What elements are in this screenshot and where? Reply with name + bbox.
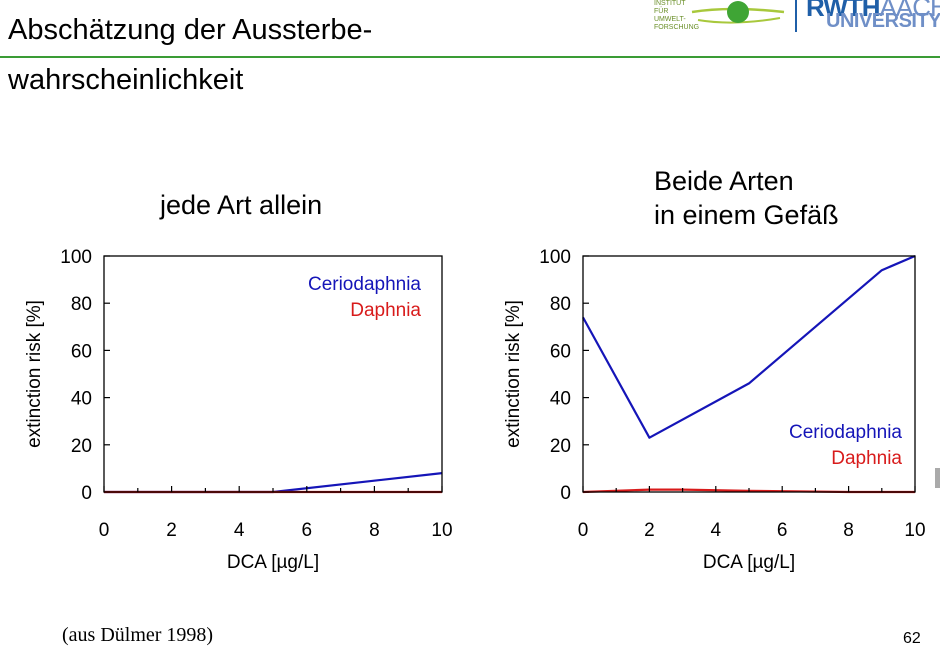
y-tick-label: 80 (71, 294, 92, 315)
institute-logo-line: UMWELT- (654, 16, 686, 23)
legend-entry-daphnia: Daphnia (350, 300, 421, 321)
x-tick-label: 10 (904, 520, 925, 541)
institute-logo-line: INSTITUT (654, 0, 686, 7)
x-tick-label: 10 (431, 520, 452, 541)
y-tick-label: 100 (539, 247, 571, 268)
x-tick-label: 2 (644, 520, 655, 541)
series-line-ceriodaphnia (582, 254, 916, 439)
y-tick-label: 0 (81, 483, 92, 504)
slide-title-line-2: wahrscheinlichkeit (8, 64, 244, 96)
y-tick-label: 80 (550, 294, 571, 315)
y-tick-label: 20 (71, 436, 92, 457)
x-tick-label: 4 (711, 520, 722, 541)
x-axis-label: DCA [µg/L] (703, 552, 795, 573)
x-tick-label: 6 (302, 520, 313, 541)
slide-title: Abschätzung der Aussterbe- wahrscheinlic… (8, 12, 373, 96)
chart-2: 0 20 40 60 80 100 0 2 4 6 8 10 DCA [µg/L] extinction … (503, 247, 926, 573)
x-tick-label: 0 (99, 520, 110, 541)
legend-entry-ceriodaphnia: Ceriodaphnia (789, 422, 902, 443)
institute-logo-line: FORSCHUNG (654, 24, 700, 31)
y-tick-label: 100 (60, 247, 92, 268)
y-axis-label: extinction risk [%] (24, 300, 45, 448)
chart-2-title-line: in einem Gefäß (654, 200, 839, 230)
institute-logo-icon (691, 1, 785, 24)
y-tick-label: 40 (71, 389, 92, 410)
institute-logo-text: INSTITUT FÜR UMWELT- FORSCHUNG (654, 0, 718, 32)
logo-divider (795, 0, 797, 32)
university-logo-suffix: AACHEN (879, 0, 940, 22)
y-tick-label: 60 (71, 341, 92, 362)
y-tick-label: 20 (550, 436, 571, 457)
x-tick-label: 2 (166, 520, 177, 541)
y-axis-label: extinction risk [%] (503, 300, 524, 448)
slide-title-line-1: Abschätzung der Aussterbe- (8, 14, 373, 46)
y-tick-label: 60 (550, 341, 571, 362)
y-tick-label: 0 (560, 483, 571, 504)
x-tick-label: 8 (843, 520, 854, 541)
chart-2-title: Beide Arten in einem Gefäß (654, 164, 839, 232)
university-logo-sub: UNIVERSITY (826, 10, 940, 32)
legend-entry-daphnia: Daphnia (831, 448, 902, 469)
chart-2-title-line: Beide Arten (654, 166, 794, 196)
title-divider (0, 56, 940, 58)
x-tick-label: 8 (369, 520, 380, 541)
x-tick-label: 0 (578, 520, 589, 541)
y-tick-label: 40 (550, 389, 571, 410)
institute-logo-line: FÜR (654, 8, 669, 15)
x-tick-label: 6 (777, 520, 788, 541)
citation: (aus Dülmer 1998) (62, 624, 214, 646)
scrollbar-edge (935, 468, 940, 488)
chart-1-title-line: jede Art allein (160, 190, 323, 220)
university-logo: RWTHAACHEN (806, 0, 940, 23)
x-axis-label: DCA [µg/L] (227, 552, 319, 573)
x-tick-label: 4 (234, 520, 245, 541)
university-logo-main: RWTH (806, 0, 881, 22)
chart-1-title: jede Art allein (160, 188, 322, 222)
chart-1: 0 20 40 60 80 100 0 2 4 6 8 10 DCA [µg/L] extinction … (24, 247, 453, 573)
page-number: 62 (903, 630, 921, 647)
legend-entry-ceriodaphnia: Ceriodaphnia (308, 274, 421, 295)
